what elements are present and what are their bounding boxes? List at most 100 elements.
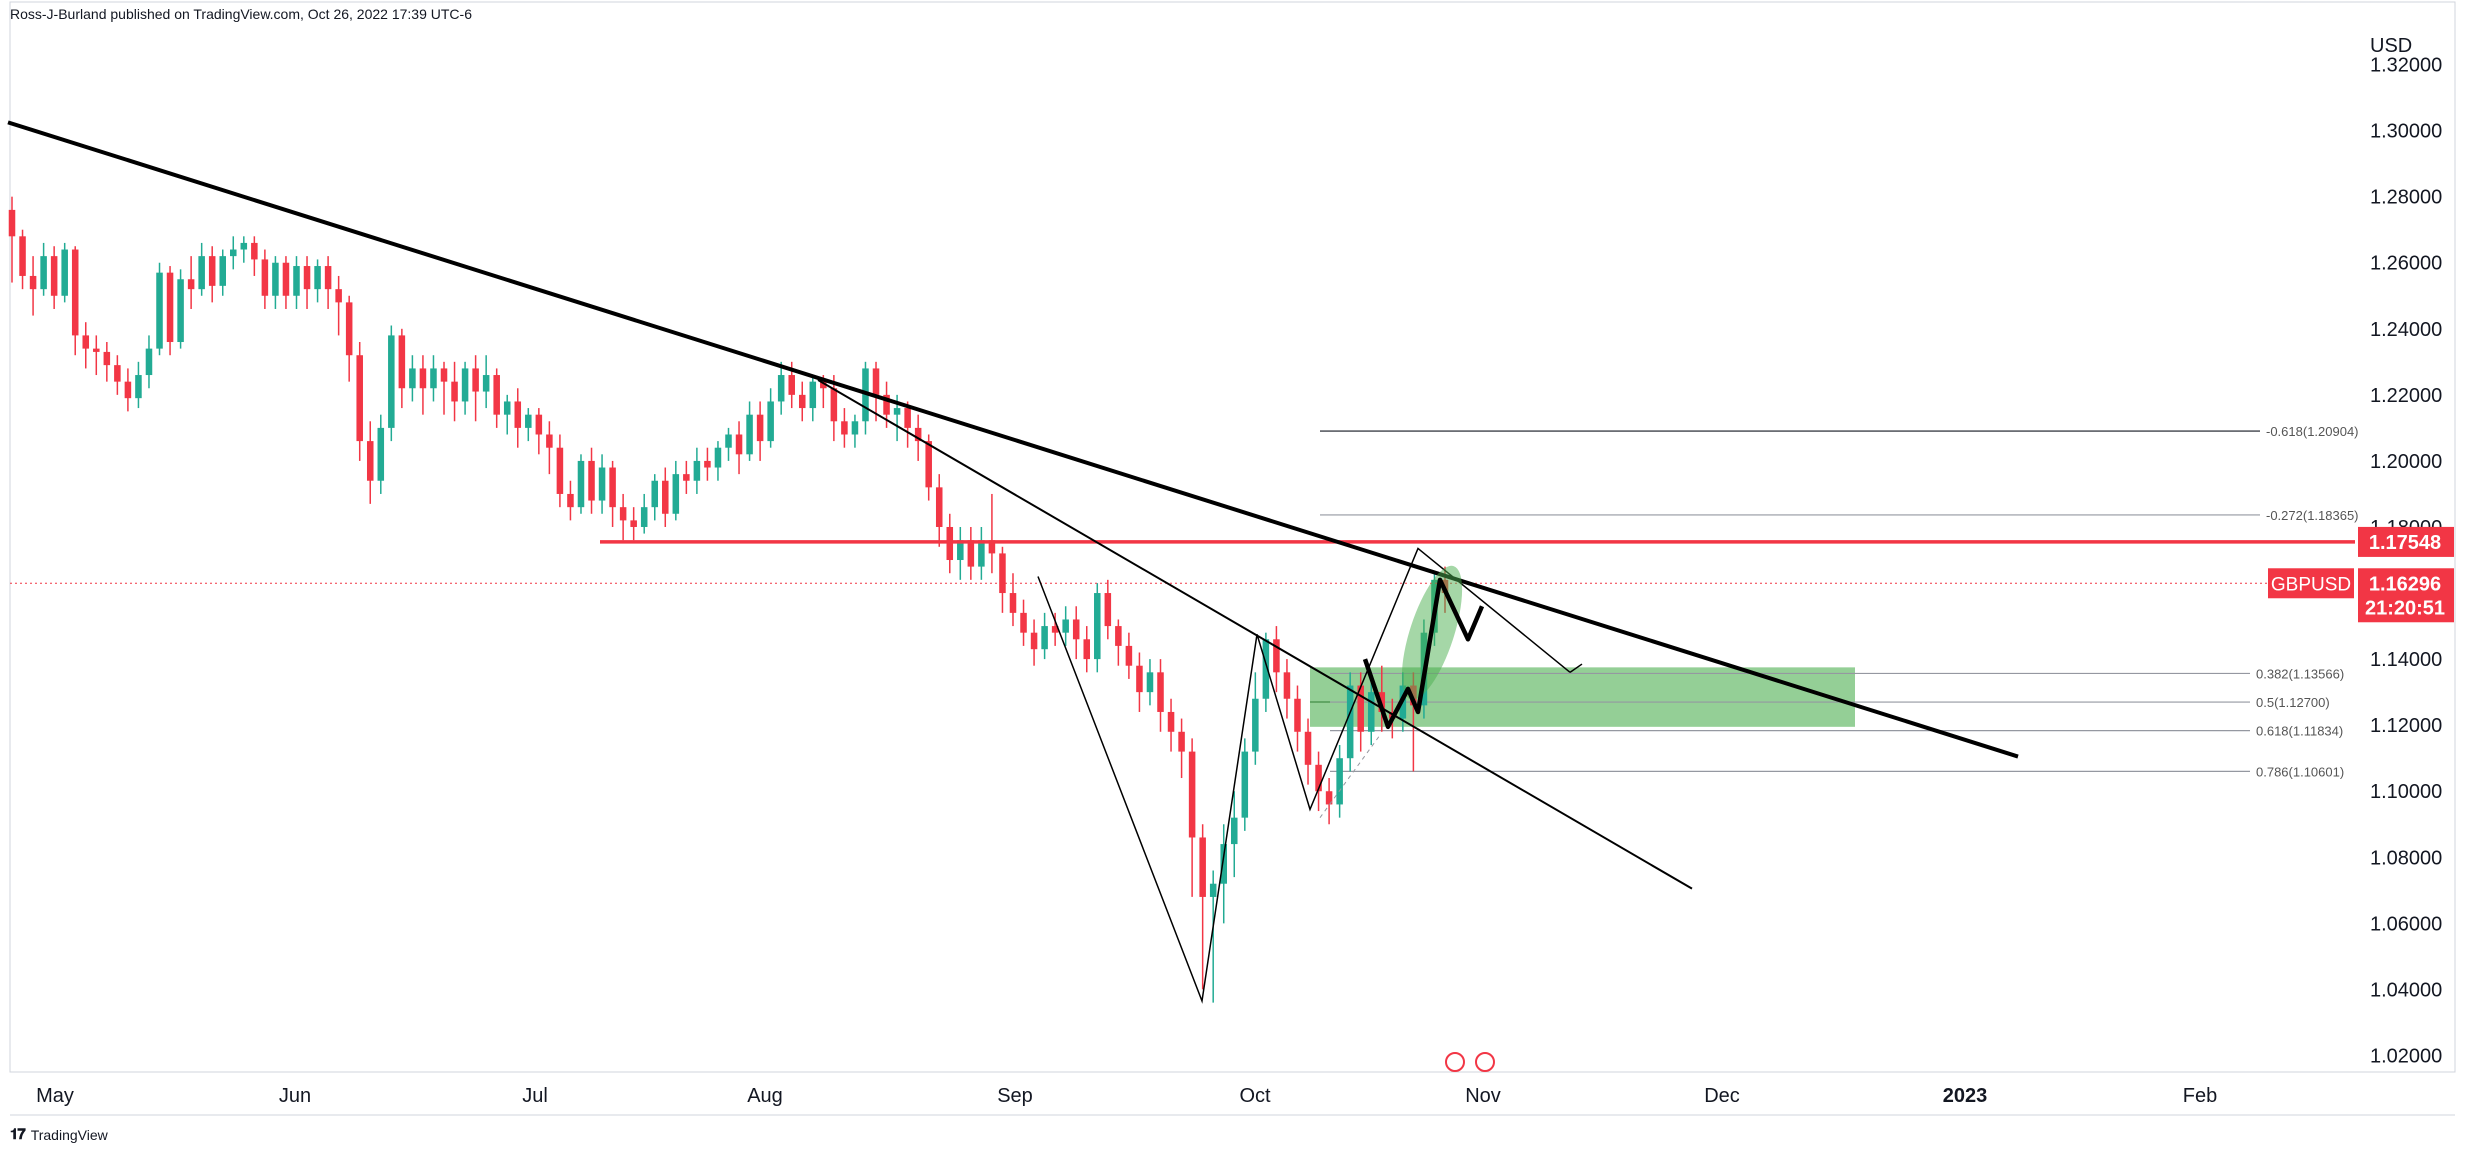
y-tick-label: 1.24000 [2370,319,2442,341]
candle [704,447,711,481]
fib-label: -0.618(1.20904) [2266,424,2359,439]
candle [830,375,838,442]
chart-grid [9,1,2456,1116]
trend-drawings [7,120,2355,1072]
candle-body [114,365,121,382]
candle [725,427,732,461]
publisher-header: Ross-J-Burland published on TradingView.… [10,6,472,22]
candle-body [8,209,16,237]
candle [957,526,964,580]
candle-body [1125,645,1133,666]
y-tick-label: 1.30000 [2370,121,2442,143]
major-trendline [7,120,2019,759]
candle-body [567,493,574,508]
candle-body [735,434,743,455]
candle-body [609,467,616,508]
candle [546,421,553,475]
candle-body [756,414,764,442]
candle [282,256,290,309]
candle-body [293,266,300,296]
candle-body [672,474,680,514]
x-tick-label: Jul [522,1085,548,1107]
candle [1020,599,1027,646]
candle-body [1294,698,1301,732]
candle-body [1094,593,1101,660]
currency-label: USD [2370,35,2412,57]
candle [114,355,121,395]
candle [525,408,532,442]
candle-body [714,447,722,468]
candle-body [1041,626,1048,650]
fib-label: 0.382(1.13566) [2256,666,2344,681]
tradingview-footer[interactable]: 𝟏𝟕 TradingView [10,1126,108,1143]
candle-body [1020,612,1027,633]
dashed-projection [1319,734,1381,818]
candle [798,381,806,422]
candle-body [1325,791,1333,805]
candle [1072,606,1080,660]
x-tick-label: Oct [1239,1085,1271,1107]
candle [767,388,774,448]
candle-body [156,272,163,349]
y-tick-label: 1.02000 [2370,1045,2442,1067]
candle-body [187,279,195,290]
candle-body [1367,692,1375,732]
candle [514,388,522,448]
tradingview-brand: TradingView [30,1126,108,1143]
candle [482,355,490,409]
candle [904,401,911,448]
candle [535,408,543,455]
candle [683,460,690,494]
candle [303,256,311,309]
candle [230,236,237,270]
candle [1209,870,1217,1003]
candle-body [482,375,490,392]
x-tick-label: Aug [747,1085,783,1107]
candle-body [230,249,237,257]
candle-body [830,388,838,422]
candle-body [904,408,911,428]
symbol-tag-bg [2268,568,2354,599]
event-flag-icon [1475,1052,1495,1072]
candle-body [1304,731,1312,765]
candle [978,526,985,580]
candle [1157,659,1164,732]
candle [1336,744,1343,818]
candle [1051,612,1059,646]
candle [1062,606,1069,646]
candle-body [272,262,279,296]
fib-label: 0.786(1.10601) [2256,764,2344,779]
candle-body [251,242,258,260]
x-tick-label: 2023 [1943,1085,1988,1107]
candle-body [1357,685,1364,732]
candle [103,342,111,382]
candle [556,434,564,508]
candle [366,421,374,504]
candle [461,361,469,415]
candle [577,454,585,514]
candle-body [1346,685,1354,759]
candle-body [1072,619,1080,640]
candle [1262,632,1270,712]
plot-border [9,1,2456,1073]
candle-body [809,381,817,409]
candle [598,454,606,514]
candle [135,361,142,409]
candle [1041,612,1048,660]
candle-body [999,553,1006,594]
fib-label: 0.618(1.11834) [2256,724,2343,739]
candle-body [872,368,880,395]
candle-body [29,275,37,290]
y-tick-label: 1.08000 [2370,847,2442,869]
candle-body [525,414,532,428]
candle [619,493,627,541]
candle-body [1199,837,1206,897]
candle [1125,632,1133,679]
zigzag-pattern [1037,547,1571,1004]
projection-arrow [1569,663,1583,673]
candle-body [546,434,553,448]
candlestick-series [8,196,1449,1003]
candle [693,447,701,494]
